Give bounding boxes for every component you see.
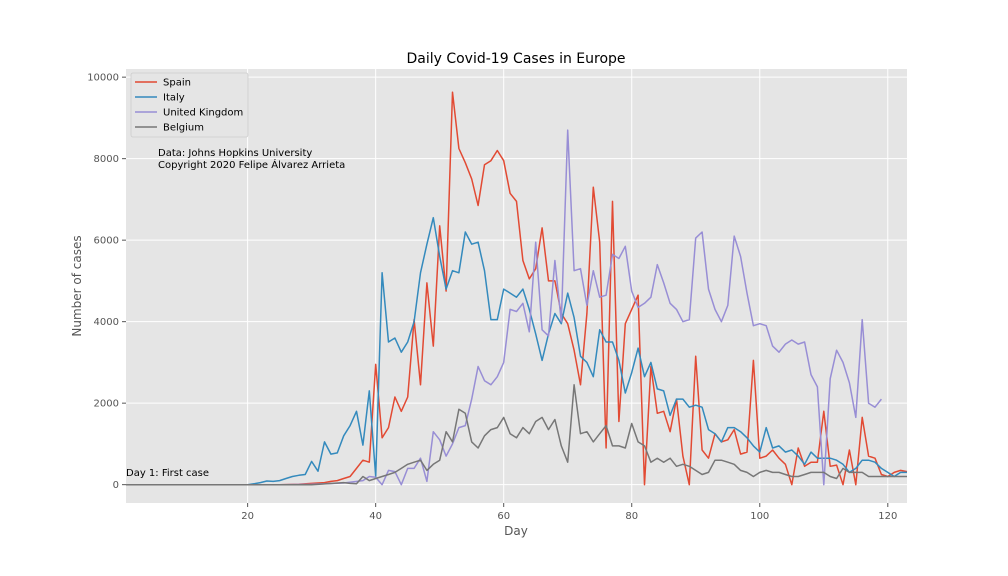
x-tick-label: 100 (750, 511, 769, 522)
y-ticks: 0 2000 4000 6000 8000 10000 (87, 73, 126, 491)
series-line-italy (126, 216, 907, 486)
x-axis-label: Day (504, 524, 528, 538)
plot-area (126, 69, 907, 503)
source-annotation-line2: Copyright 2020 Felipe Álvarez Arrieta (158, 158, 345, 171)
y-axis-label: Number of cases (70, 235, 84, 336)
grid (126, 69, 907, 503)
legend-label-spain: Spain (163, 78, 191, 89)
y-tick-label: 4000 (94, 317, 119, 328)
x-ticks: 20 40 60 80 100 120 (241, 503, 897, 522)
series-line-spain (126, 91, 908, 486)
y-tick-label: 10000 (87, 73, 119, 84)
legend-label-belgium: Belgium (163, 123, 204, 134)
x-tick-label: 40 (369, 511, 382, 522)
source-annotation-line1: Data: Johns Hopkins University (158, 148, 312, 159)
x-tick-label: 120 (878, 511, 897, 522)
legend-label-united-kingdom: United Kingdom (163, 108, 243, 119)
x-tick-label: 80 (625, 511, 638, 522)
legend-label-italy: Italy (163, 93, 185, 104)
y-tick-label: 8000 (94, 154, 119, 165)
series-line-belgium (126, 384, 907, 486)
series-line-united-kingdom (126, 129, 882, 486)
chart-title: Daily Covid-19 Cases in Europe (406, 51, 625, 67)
legend-box (130, 72, 249, 138)
y-tick-label: 6000 (94, 236, 119, 247)
first-case-annotation: Day 1: First case (126, 468, 209, 479)
series-group (126, 91, 908, 486)
y-tick-label: 0 (113, 480, 119, 491)
x-tick-label: 20 (241, 511, 254, 522)
legend: Spain Italy United Kingdom Belgium (130, 72, 249, 138)
x-tick-label: 60 (497, 511, 510, 522)
y-tick-label: 2000 (94, 399, 119, 410)
